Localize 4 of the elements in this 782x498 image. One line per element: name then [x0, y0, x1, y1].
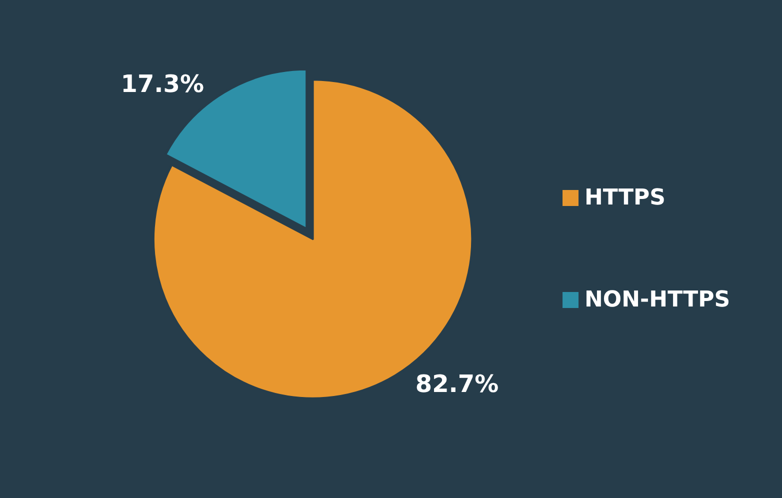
data-label: 17.3%: [120, 70, 204, 98]
legend-label: NON-HTTPS: [584, 288, 730, 312]
data-label: 82.7%: [415, 370, 499, 398]
legend-label: HTTPS: [584, 186, 666, 210]
